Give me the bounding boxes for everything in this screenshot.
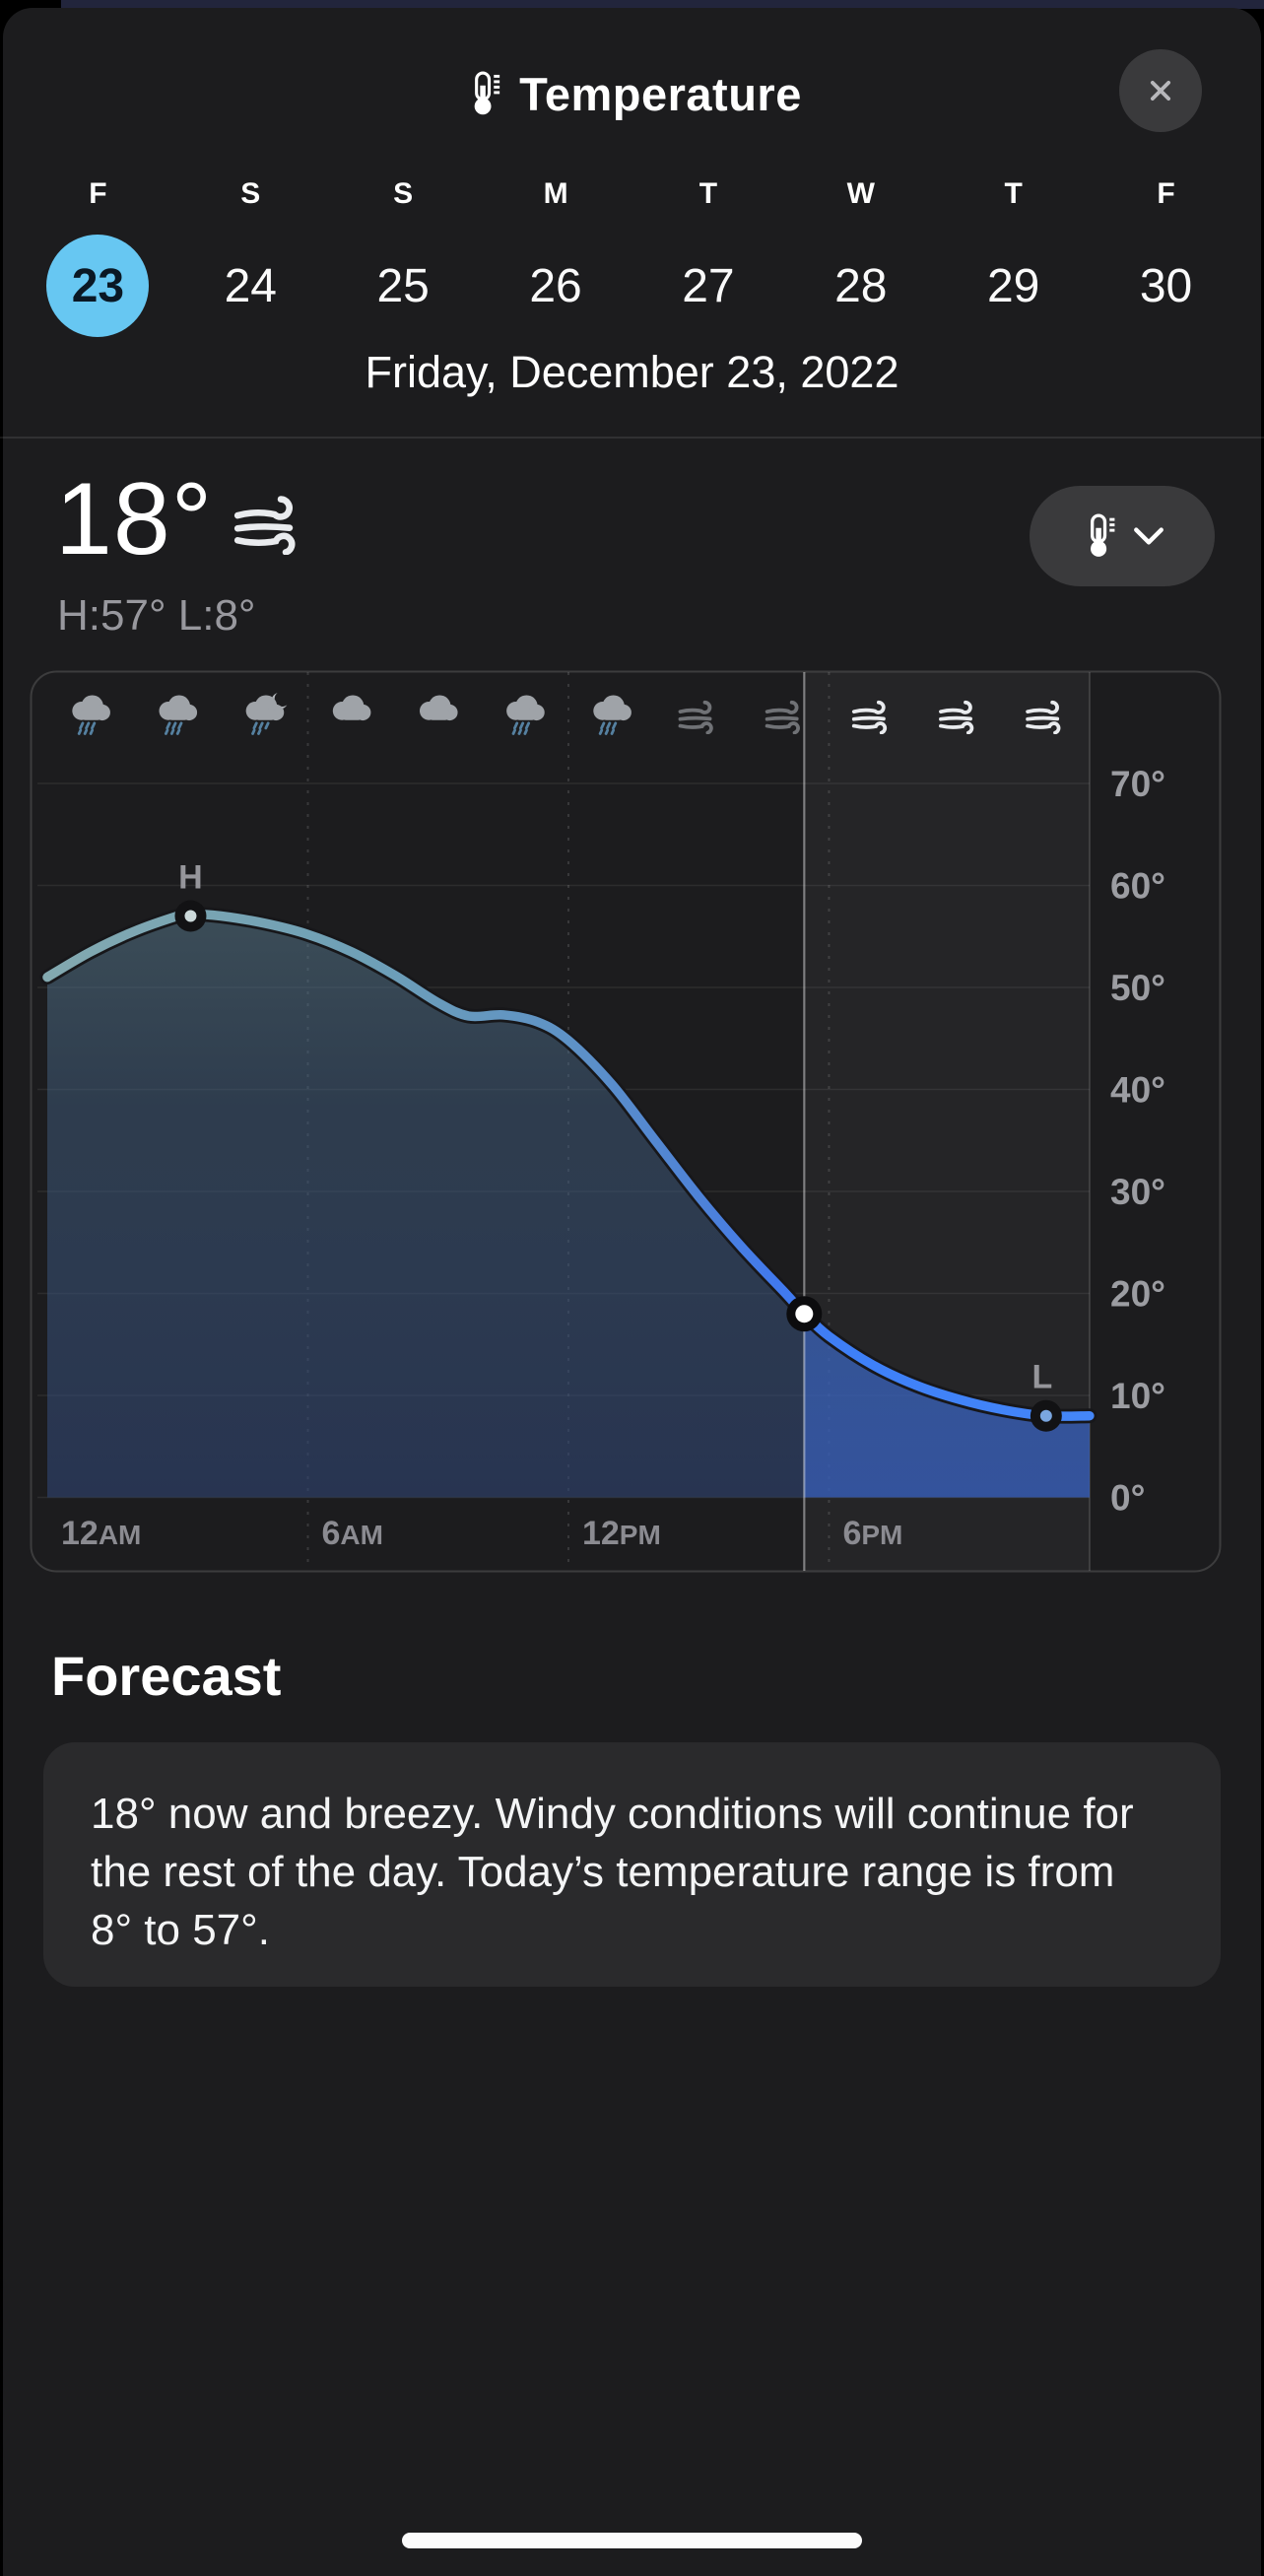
temperature-chart[interactable]: 70° 60° 50° 40° 30° 20° 10° 0° 12AM 6AM 12PM 6PM H L [30, 670, 1222, 1573]
date-row: 23 24 25 26 27 28 29 30 [22, 235, 1242, 337]
svg-text:12PM: 12PM [582, 1515, 661, 1552]
forecast-heading: Forecast [51, 1645, 282, 1707]
wind-icon [678, 700, 713, 734]
day[interactable]: 26 [529, 259, 582, 312]
weekday-letter: S [393, 177, 414, 210]
weekday-letter: S [240, 177, 261, 210]
day[interactable]: 29 [986, 259, 1040, 312]
cloud-rain-icon [591, 694, 633, 735]
day[interactable]: 24 [224, 259, 277, 312]
day-cell-24[interactable]: 24 [174, 235, 327, 337]
current-temperature: 18° [55, 462, 214, 576]
day-cell-29[interactable]: 29 [937, 235, 1090, 337]
day-cell-26[interactable]: 26 [480, 235, 632, 337]
svg-text:50°: 50° [1110, 968, 1165, 1008]
page-title: Temperature [519, 67, 802, 120]
close-icon [1150, 80, 1171, 102]
svg-text:20°: 20° [1110, 1274, 1165, 1315]
day-cell-30[interactable]: 30 [1090, 235, 1242, 337]
day-cell-23[interactable]: 23 [22, 235, 174, 337]
home-indicator[interactable] [402, 2533, 862, 2548]
cloud-icon [332, 695, 371, 721]
forecast-card: 18° now and breezy. Windy conditions wil… [43, 1742, 1221, 1987]
weekday-letter: W [846, 177, 875, 210]
svg-text:60°: 60° [1110, 866, 1165, 907]
svg-text:10°: 10° [1110, 1376, 1165, 1416]
svg-text:6AM: 6AM [321, 1515, 382, 1552]
wind-icon [765, 700, 800, 734]
svg-text:6PM: 6PM [842, 1515, 902, 1552]
weekday-letter: F [1157, 177, 1175, 210]
selected-date-label: Friday, December 23, 2022 [365, 347, 899, 397]
cloud-icon [419, 695, 458, 721]
selected-day[interactable]: 23 [46, 235, 150, 337]
close-button[interactable] [1119, 49, 1202, 132]
svg-text:30°: 30° [1110, 1172, 1165, 1212]
forecast-text: 18° now and breezy. Windy conditions wil… [91, 1790, 1134, 1954]
day[interactable]: 27 [682, 259, 735, 312]
svg-text:L: L [1031, 1359, 1052, 1396]
svg-text:0°: 0° [1110, 1478, 1145, 1519]
thermometer-icon [474, 71, 500, 115]
cloud-moon-rain-icon [244, 691, 289, 735]
svg-text:70°: 70° [1110, 764, 1165, 804]
cloud-rain-icon [70, 694, 112, 735]
svg-text:12AM: 12AM [61, 1515, 141, 1552]
background-app-strip [61, 0, 1264, 9]
chart-metric-dropdown[interactable] [1030, 486, 1215, 586]
day[interactable]: 30 [1139, 259, 1193, 312]
high-low-summary: H:57° L:8° [57, 591, 256, 640]
day-cell-28[interactable]: 28 [784, 235, 937, 337]
day-cell-25[interactable]: 25 [327, 235, 480, 337]
day[interactable]: 25 [376, 259, 430, 312]
weekday-letter: T [1004, 177, 1023, 210]
sheet-header: Temperature [0, 49, 1264, 138]
weekday-letter: M [543, 177, 568, 210]
cloud-rain-icon [158, 694, 199, 735]
day-cell-27[interactable]: 27 [632, 235, 785, 337]
wind-icon [233, 496, 296, 555]
header-divider [0, 437, 1264, 439]
day[interactable]: 28 [834, 259, 888, 312]
cloud-rain-icon [504, 694, 547, 735]
weekday-letter: F [89, 177, 107, 210]
svg-text:40°: 40° [1110, 1070, 1165, 1111]
svg-text:H: H [178, 858, 203, 896]
thermometer-icon [1091, 513, 1115, 557]
chevron-down-icon [1134, 527, 1164, 545]
weekday-letter: T [699, 177, 718, 210]
